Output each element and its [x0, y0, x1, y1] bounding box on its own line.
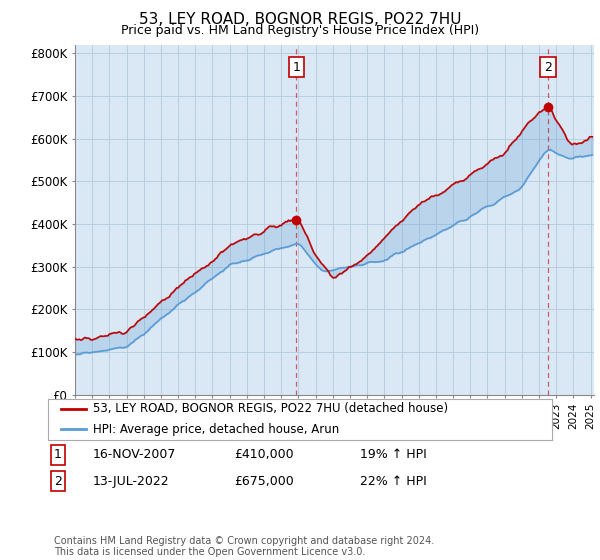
Text: 2: 2: [544, 60, 552, 73]
Text: 13-JUL-2022: 13-JUL-2022: [93, 475, 170, 488]
Text: 19% ↑ HPI: 19% ↑ HPI: [360, 448, 427, 461]
Text: 1: 1: [54, 448, 62, 461]
Text: Price paid vs. HM Land Registry's House Price Index (HPI): Price paid vs. HM Land Registry's House …: [121, 24, 479, 36]
Text: HPI: Average price, detached house, Arun: HPI: Average price, detached house, Arun: [94, 423, 340, 436]
Text: 1: 1: [292, 60, 300, 73]
Text: £410,000: £410,000: [234, 448, 293, 461]
Text: 2: 2: [54, 475, 62, 488]
Text: 53, LEY ROAD, BOGNOR REGIS, PO22 7HU: 53, LEY ROAD, BOGNOR REGIS, PO22 7HU: [139, 12, 461, 27]
Text: 22% ↑ HPI: 22% ↑ HPI: [360, 475, 427, 488]
Text: 53, LEY ROAD, BOGNOR REGIS, PO22 7HU (detached house): 53, LEY ROAD, BOGNOR REGIS, PO22 7HU (de…: [94, 403, 448, 416]
Text: £675,000: £675,000: [234, 475, 294, 488]
Text: 16-NOV-2007: 16-NOV-2007: [93, 448, 176, 461]
Text: Contains HM Land Registry data © Crown copyright and database right 2024.
This d: Contains HM Land Registry data © Crown c…: [54, 535, 434, 557]
